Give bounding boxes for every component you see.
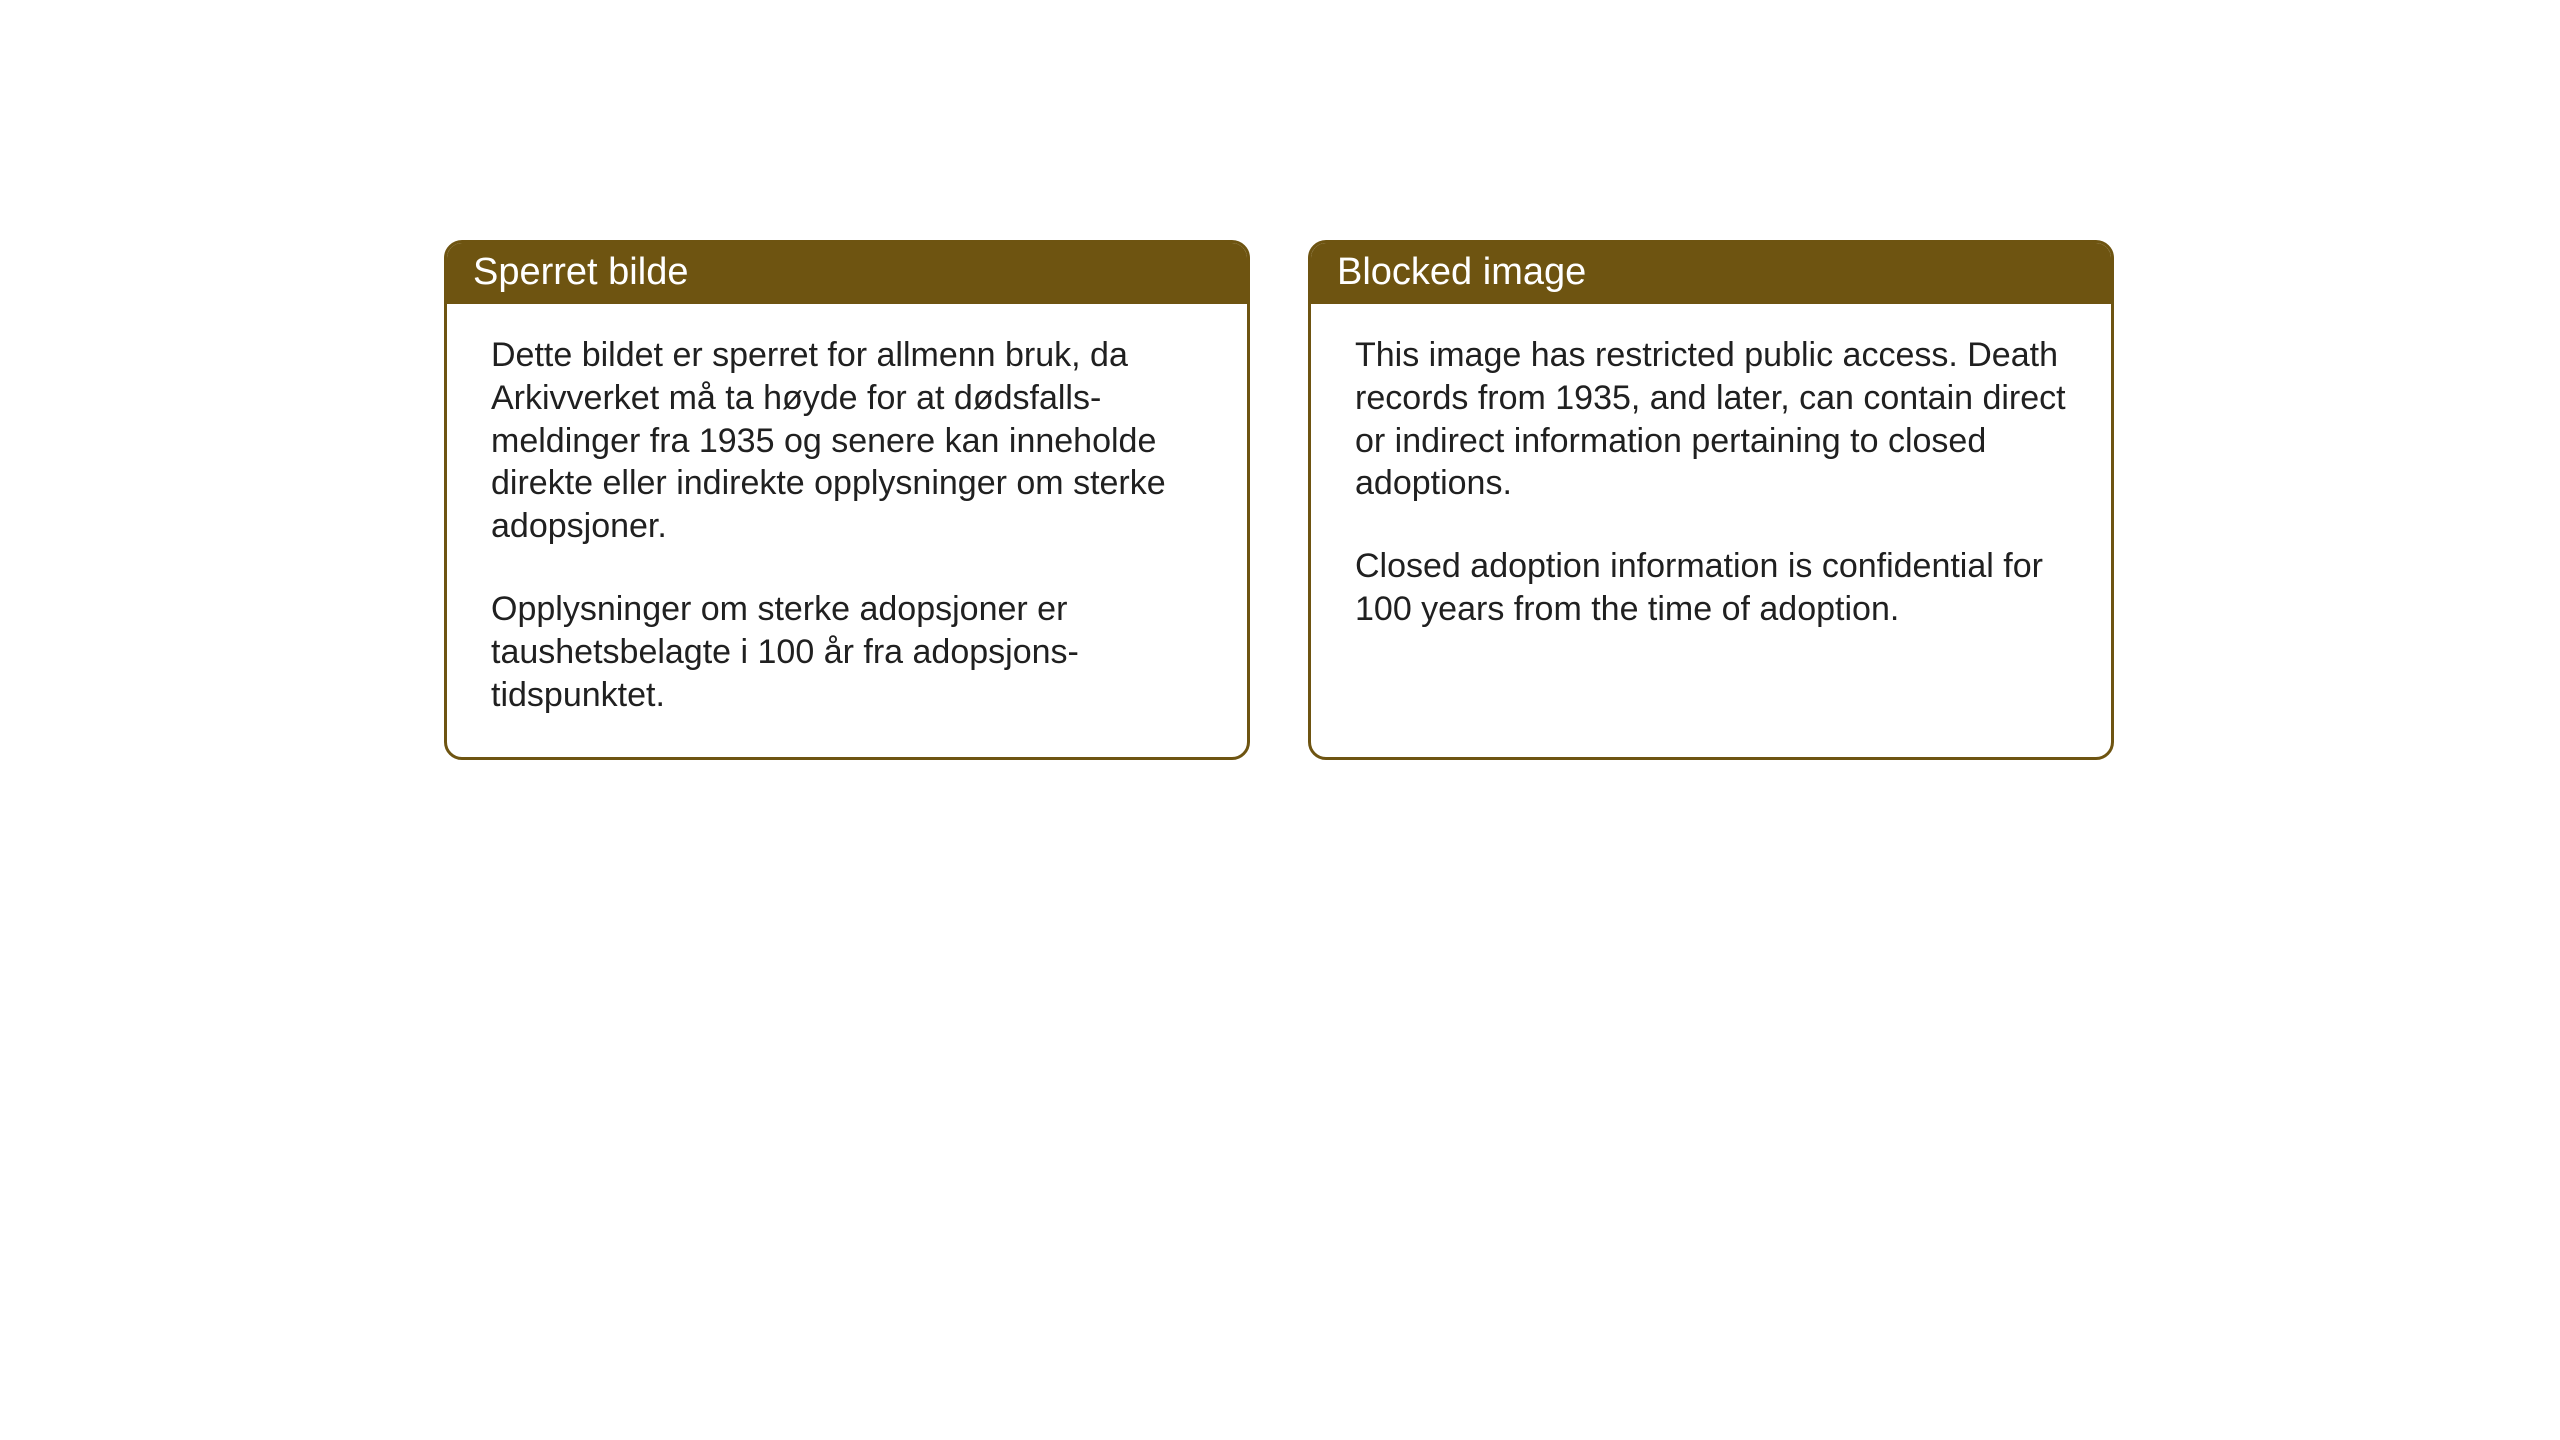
card-body-english: This image has restricted public access.… — [1311, 304, 2111, 736]
cards-container: Sperret bilde Dette bildet er sperret fo… — [444, 240, 2114, 760]
card-norwegian: Sperret bilde Dette bildet er sperret fo… — [444, 240, 1250, 760]
card-english: Blocked image This image has restricted … — [1308, 240, 2114, 760]
card-title: Blocked image — [1337, 251, 1586, 293]
card-header-norwegian: Sperret bilde — [447, 243, 1247, 304]
card-paragraph: This image has restricted public access.… — [1355, 334, 2067, 505]
card-paragraph: Closed adoption information is confident… — [1355, 545, 2067, 631]
card-header-english: Blocked image — [1311, 243, 2111, 304]
card-body-norwegian: Dette bildet er sperret for allmenn bruk… — [447, 304, 1247, 757]
card-paragraph: Opplysninger om sterke adopsjoner er tau… — [491, 588, 1203, 716]
card-paragraph: Dette bildet er sperret for allmenn bruk… — [491, 334, 1203, 548]
card-title: Sperret bilde — [473, 251, 688, 293]
